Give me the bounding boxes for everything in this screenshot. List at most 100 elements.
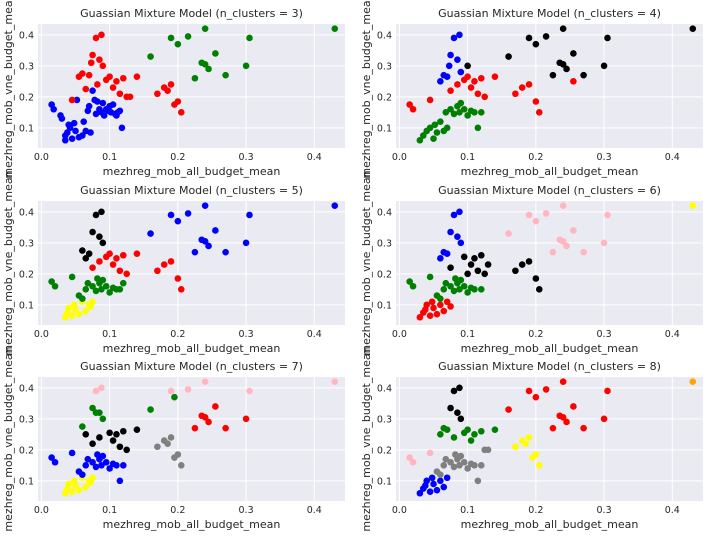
data-point [174,217,182,225]
series-cluster-1 [406,273,485,302]
data-point [450,463,458,471]
data-point [96,233,103,240]
data-point [75,486,83,494]
series-cluster-3 [89,250,185,293]
data-point [467,437,475,444]
data-point [477,427,485,435]
y-axis-label: mezhreg_mob_vne_budget_mean [360,346,373,531]
data-point [242,62,250,70]
data-point [437,471,444,478]
data-point [72,127,79,135]
data-point [456,384,463,392]
data-point [201,61,209,68]
data-point [559,25,567,32]
y-axis-label: mezhreg_mob_vne_budget_mean [2,0,15,179]
data-point [123,446,130,454]
data-point [191,74,199,82]
y-tick-label: 0.4 [377,207,392,218]
data-point [116,90,124,98]
series-cluster-0 [61,474,96,497]
data-point [570,50,577,57]
data-point [426,449,434,457]
data-point [246,34,253,42]
data-point [471,462,478,469]
data-point [98,384,105,392]
data-point [98,462,105,469]
data-point [51,282,59,290]
y-tick-label: 0.4 [377,383,392,394]
data-point [167,34,175,42]
data-point [532,98,540,105]
x-tick-label: 0.4 [307,152,322,163]
data-point [409,282,417,290]
data-point [331,25,339,32]
data-point [119,279,127,287]
data-point [563,242,570,250]
data-point [542,386,550,393]
data-point [331,202,339,209]
data-point [419,132,427,139]
data-point [154,267,161,275]
scatter-panel-5: 0.0 0.1 0.2 0.3 0.4 0.1 0.2 0.3 0.4 Guassian Mixt… [2,346,345,532]
data-point [92,463,100,471]
plot-area [38,24,345,148]
data-point [89,440,96,447]
data-point [430,135,437,142]
data-point [450,434,458,441]
data-point [409,458,417,466]
data-point [65,480,72,488]
data-point [442,109,450,116]
data-point [440,483,448,491]
data-point [177,462,185,469]
data-point [600,415,608,423]
data-point [474,124,482,132]
data-point [549,424,557,432]
scatter-panel-4: 0.0 0.1 0.2 0.3 0.4 0.1 0.2 0.3 0.4 Guassian Mixt… [360,170,703,356]
x-tick-label: 0.2 [528,329,543,340]
series-cluster-4 [447,384,465,423]
data-point [222,424,229,432]
data-point [82,483,90,491]
data-point [94,98,101,105]
data-point [535,462,543,469]
scatter-panel-2: 0.0 0.1 0.2 0.3 0.4 0.1 0.2 0.3 0.4 Guassian Mixt… [360,0,703,179]
data-point [443,73,451,80]
data-point [457,276,465,284]
data-point [450,34,458,42]
x-tick-label: 0.3 [239,329,254,340]
scatter-panel-6: 0.0 0.1 0.2 0.3 0.4 0.1 0.2 0.3 0.4 Guassian Mixt… [360,346,703,532]
data-point [106,73,113,80]
data-point [580,248,587,256]
data-point [433,310,441,318]
data-point [89,282,96,290]
data-point [437,295,444,302]
data-point [426,96,434,104]
data-point [160,261,168,268]
data-point [423,477,431,485]
data-point [522,440,529,447]
series-cluster-0 [61,298,96,321]
data-point [570,227,577,234]
chart-title: Guassian Mixture Model (n_clusters = 5) [80,184,303,197]
data-point [167,387,175,395]
data-point [106,465,113,472]
x-tick-label: 0.0 [34,152,49,163]
data-point [99,239,107,247]
data-point [205,242,212,250]
data-point [447,87,454,94]
data-point [89,51,96,59]
data-point [164,87,171,94]
series-cluster-4 [154,434,185,469]
data-point [48,454,55,461]
data-point [167,211,175,219]
data-point [92,387,100,395]
data-point [89,404,96,412]
data-point [426,312,434,320]
data-point [106,289,113,296]
y-tick-label: 0.3 [377,61,392,72]
x-axis-label: mezhreg_mob_all_budget_mean [461,165,639,178]
data-point [133,250,141,257]
data-point [563,418,570,426]
series-cluster-2 [147,25,339,82]
data-point [416,313,424,321]
